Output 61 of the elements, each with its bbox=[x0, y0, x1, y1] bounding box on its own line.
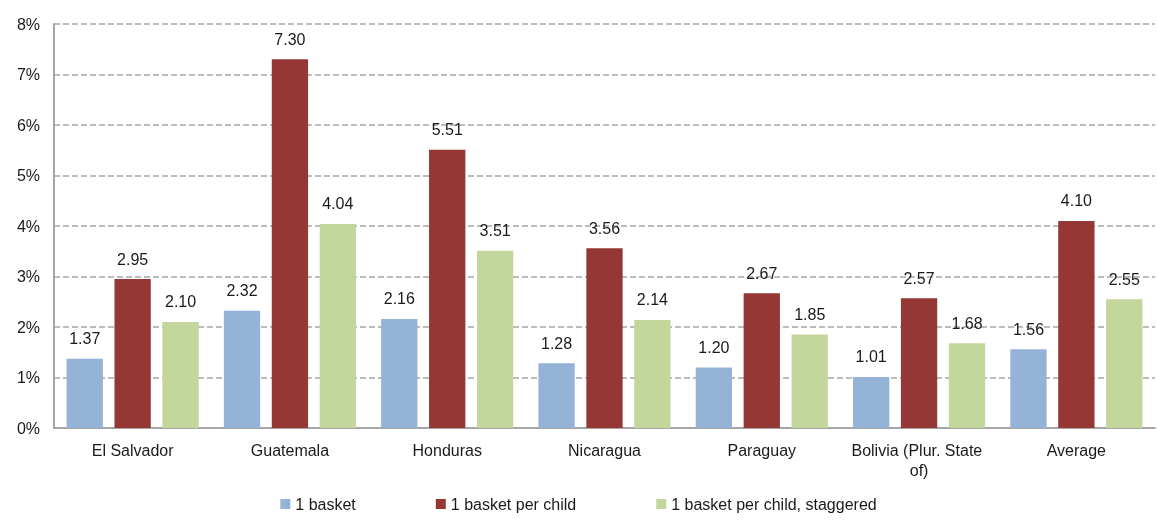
data-label: 7.30 bbox=[274, 30, 306, 48]
y-tick-label: 4% bbox=[16, 217, 40, 235]
x-tick-label: Nicaragua bbox=[568, 441, 642, 459]
y-tick-label: 7% bbox=[16, 66, 40, 83]
y-tick-label: 6% bbox=[16, 116, 40, 134]
bar bbox=[66, 358, 103, 428]
bar bbox=[900, 298, 938, 428]
bar bbox=[476, 250, 514, 428]
bar bbox=[271, 59, 309, 428]
x-tick-label: Bolivia (Plur. State of) bbox=[851, 441, 987, 479]
bar bbox=[1106, 299, 1143, 428]
data-label: 5.51 bbox=[431, 121, 463, 139]
bar bbox=[743, 293, 780, 428]
data-label: 1.37 bbox=[69, 330, 101, 348]
x-tick-label: El Salvador bbox=[91, 441, 175, 459]
data-label: 1.68 bbox=[951, 314, 983, 332]
y-tick-label: 0% bbox=[16, 419, 40, 437]
y-tick-label: 8% bbox=[16, 15, 40, 33]
bar bbox=[634, 319, 671, 428]
bar bbox=[538, 363, 575, 428]
bar bbox=[1058, 220, 1095, 428]
x-tick-label: Guatemala bbox=[250, 441, 330, 459]
data-label: 2.16 bbox=[383, 290, 415, 308]
data-label: 3.51 bbox=[479, 222, 511, 240]
bar bbox=[381, 318, 418, 428]
data-label: 1.20 bbox=[698, 338, 730, 356]
data-label: 2.57 bbox=[903, 269, 935, 287]
bar bbox=[162, 321, 199, 428]
data-label: 2.10 bbox=[164, 293, 197, 311]
data-label: 2.55 bbox=[1108, 270, 1140, 288]
legend-label: 1 basket per child, staggered bbox=[671, 495, 877, 513]
bar bbox=[429, 149, 466, 428]
data-label: 2.95 bbox=[117, 250, 149, 268]
bar bbox=[223, 310, 261, 428]
x-tick-label: Honduras bbox=[412, 441, 482, 459]
data-label: 1.28 bbox=[541, 334, 573, 352]
data-label: 4.04 bbox=[322, 195, 354, 213]
bar bbox=[586, 248, 623, 428]
legend-label: 1 basket bbox=[295, 495, 357, 513]
x-tick-label: Paraguay bbox=[727, 441, 797, 459]
bar bbox=[853, 377, 890, 428]
bar bbox=[114, 279, 151, 428]
data-label: 2.14 bbox=[636, 291, 669, 309]
bar bbox=[1010, 349, 1047, 428]
data-label: 1.01 bbox=[855, 348, 887, 366]
y-tick-label: 1% bbox=[16, 369, 40, 386]
bar bbox=[319, 223, 356, 428]
bar bbox=[695, 367, 733, 428]
y-tick-label: 2% bbox=[16, 318, 40, 336]
data-label: 2.67 bbox=[746, 264, 778, 282]
x-tick-label: Average bbox=[1046, 441, 1107, 459]
data-label: 4.10 bbox=[1060, 192, 1093, 210]
data-label: 3.56 bbox=[588, 219, 621, 237]
data-label: 1.56 bbox=[1012, 320, 1045, 338]
bar bbox=[948, 343, 986, 428]
y-tick-label: 5% bbox=[16, 167, 40, 184]
data-label: 1.85 bbox=[794, 306, 826, 324]
y-tick-label: 3% bbox=[16, 268, 40, 285]
bar bbox=[791, 334, 828, 428]
legend-label: 1 basket per child bbox=[450, 495, 577, 513]
data-label: 2.32 bbox=[226, 282, 258, 300]
